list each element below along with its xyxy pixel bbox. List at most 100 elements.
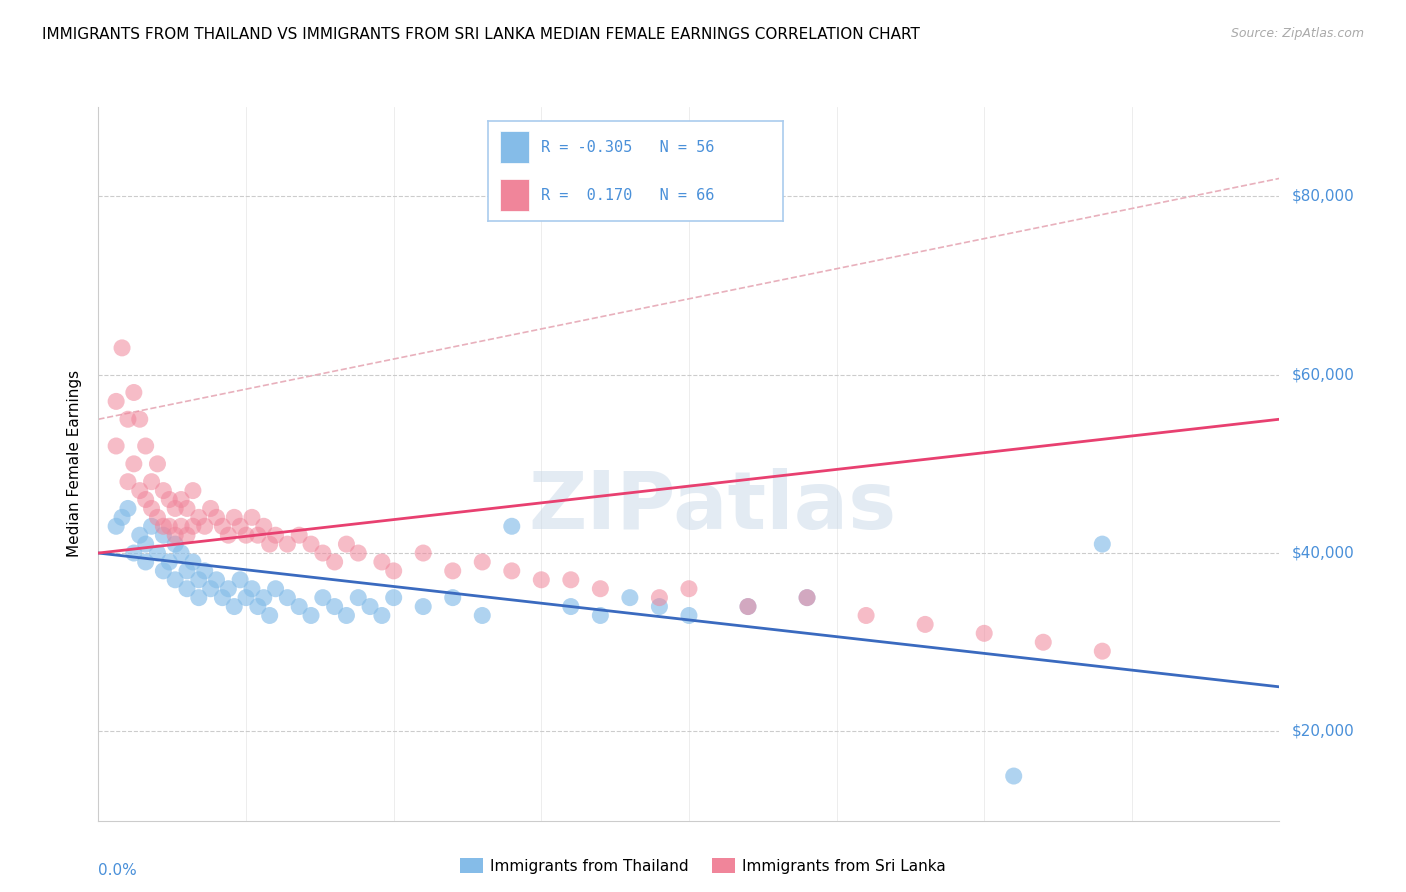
Point (200, 582, 222, 596)
Point (253, 591, 276, 605)
Point (217, 582, 239, 596)
Point (259, 608, 281, 623)
Point (176, 582, 198, 596)
Point (264, 582, 287, 596)
Point (312, 546, 335, 560)
Point (217, 528, 239, 542)
Point (276, 591, 298, 605)
Point (170, 546, 193, 560)
Legend: Immigrants from Thailand, Immigrants from Sri Lanka: Immigrants from Thailand, Immigrants fro… (454, 852, 952, 880)
Text: $40,000: $40,000 (1291, 546, 1354, 560)
Point (176, 564, 198, 578)
Point (246, 528, 269, 542)
Point (122, 457, 145, 471)
Point (1091, 537, 1114, 551)
Point (187, 591, 209, 605)
Point (312, 591, 335, 605)
Point (619, 591, 641, 605)
Point (157, 492, 180, 507)
Point (224, 599, 246, 614)
Point (157, 555, 180, 569)
Point (117, 412, 139, 426)
Point (1002, 769, 1025, 783)
Point (412, 546, 434, 560)
Text: 0.0%: 0.0% (98, 863, 138, 879)
Point (589, 582, 612, 596)
Point (737, 599, 759, 614)
Point (371, 608, 394, 623)
Point (229, 573, 252, 587)
Point (152, 528, 174, 542)
Point (111, 341, 134, 355)
Text: $60,000: $60,000 (1291, 368, 1354, 382)
Point (181, 519, 204, 533)
Point (187, 573, 209, 587)
Text: ZIPatlas: ZIPatlas (529, 467, 897, 546)
Point (117, 475, 139, 489)
Point (135, 537, 157, 551)
Point (299, 537, 322, 551)
Point (589, 608, 612, 623)
Point (471, 608, 494, 623)
Point (501, 564, 523, 578)
Point (323, 599, 346, 614)
Point (530, 573, 553, 587)
Point (382, 564, 405, 578)
Point (347, 546, 370, 560)
Point (176, 528, 198, 542)
Point (211, 519, 233, 533)
Point (796, 591, 818, 605)
Point (128, 412, 150, 426)
Point (335, 537, 357, 551)
Point (176, 501, 198, 516)
Point (135, 492, 157, 507)
Text: $20,000: $20,000 (1291, 724, 1354, 739)
Point (152, 519, 174, 533)
Point (796, 591, 818, 605)
Point (235, 591, 257, 605)
Point (560, 599, 582, 614)
Point (288, 528, 311, 542)
Point (157, 519, 180, 533)
Point (165, 573, 187, 587)
Point (441, 591, 464, 605)
Point (1091, 644, 1114, 658)
Point (165, 537, 187, 551)
Y-axis label: Median Female Earnings: Median Female Earnings (67, 370, 83, 558)
Point (152, 564, 174, 578)
Point (855, 608, 877, 623)
Point (359, 599, 381, 614)
Point (122, 546, 145, 560)
Point (165, 528, 187, 542)
Point (1032, 635, 1054, 649)
Point (165, 501, 187, 516)
Point (105, 394, 128, 409)
Point (141, 501, 163, 516)
Point (135, 555, 157, 569)
Point (253, 519, 276, 533)
Point (128, 528, 150, 542)
Point (141, 519, 163, 533)
Point (135, 439, 157, 453)
Point (240, 510, 263, 524)
Point (229, 519, 252, 533)
Point (194, 519, 217, 533)
Point (205, 510, 228, 524)
Point (235, 528, 257, 542)
Point (678, 582, 700, 596)
Point (371, 555, 394, 569)
Point (288, 599, 311, 614)
Point (259, 537, 281, 551)
Point (382, 591, 405, 605)
Point (560, 573, 582, 587)
Point (412, 599, 434, 614)
Point (128, 483, 150, 498)
Point (973, 626, 995, 640)
Point (501, 519, 523, 533)
Point (170, 492, 193, 507)
Point (737, 599, 759, 614)
Point (224, 510, 246, 524)
Point (205, 573, 228, 587)
Point (181, 555, 204, 569)
Point (117, 501, 139, 516)
